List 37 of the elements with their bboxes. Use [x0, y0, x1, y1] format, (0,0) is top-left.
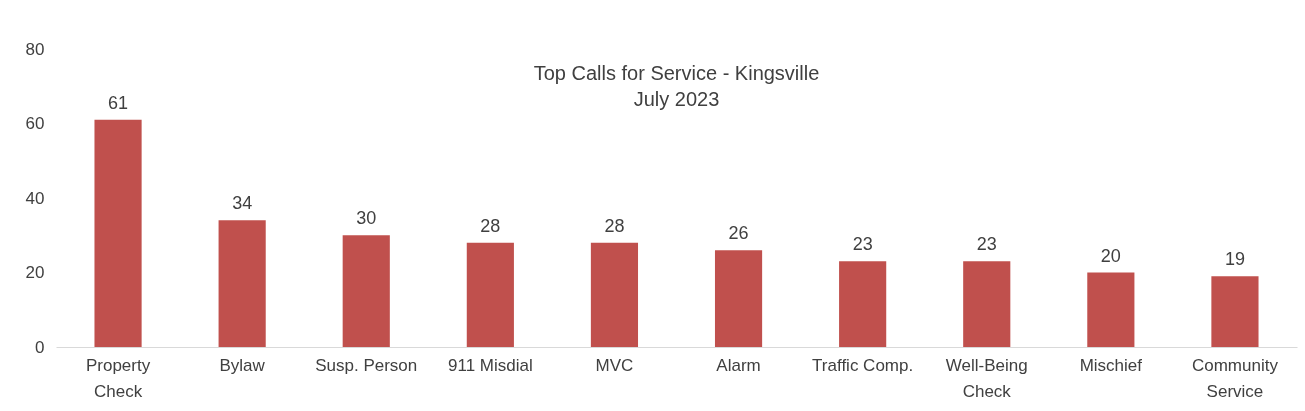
x-tick-label: Community Service [1191, 355, 1279, 401]
x-tick-label: Bylaw [219, 355, 266, 375]
data-label: 34 [232, 193, 253, 214]
bar [218, 220, 266, 347]
bar [94, 119, 142, 347]
data-label: 19 [1224, 249, 1245, 270]
data-label: 30 [356, 208, 377, 229]
data-label: 23 [852, 234, 873, 255]
y-tick-label: 60 [25, 114, 45, 133]
x-tick-label: Mischief [1079, 355, 1143, 375]
data-label: 26 [728, 223, 749, 244]
text: July 2023 [633, 88, 720, 110]
bar [1211, 276, 1259, 347]
x-tick-label: Traffic Comp. [812, 355, 914, 375]
data-label: 20 [1100, 245, 1121, 266]
data-label: 23 [976, 234, 997, 255]
text: Top Calls for Service - Kingsville [533, 62, 820, 84]
data-label: 61 [108, 92, 129, 113]
bar [590, 242, 639, 347]
x-tick-label: Well-Being Check [945, 355, 1028, 401]
bar [839, 261, 887, 347]
bar [1087, 272, 1135, 347]
y-tick-label: 20 [25, 263, 45, 282]
bar [342, 235, 390, 347]
bar [963, 261, 1011, 347]
x-tick-label: Property Check [85, 355, 151, 401]
bar [466, 242, 514, 347]
x-tick-label: Susp. Person [315, 355, 418, 375]
y-tick-label: 80 [25, 39, 45, 59]
y-tick-label: 40 [25, 188, 45, 208]
x-tick-label: 911 Misdial [447, 355, 533, 375]
y-tick-label: 0 [35, 337, 45, 357]
x-tick-label: Alarm [716, 355, 761, 375]
data-label: 28 [480, 215, 501, 236]
x-tick-label: MVC [595, 355, 634, 375]
data-label: 28 [604, 215, 625, 236]
bar [714, 250, 763, 347]
